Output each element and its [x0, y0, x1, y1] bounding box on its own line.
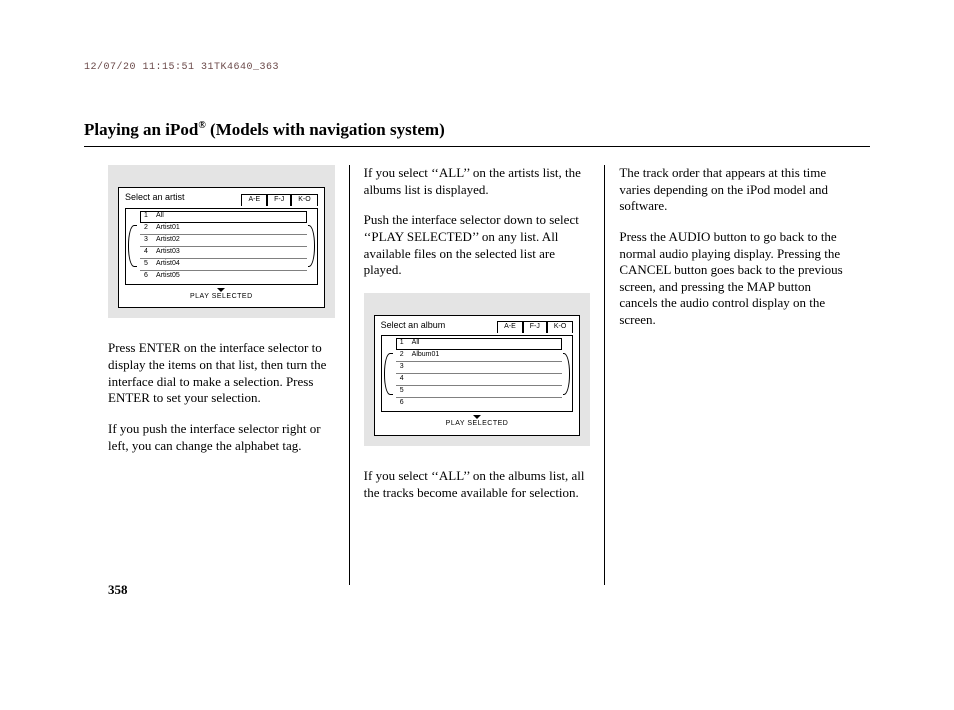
body-paragraph: Press ENTER on the interface selector to… — [108, 340, 335, 407]
artist-selector-screenshot: Select an artist A-E F-J K-O 1All 2Artis… — [108, 165, 335, 318]
row-number: 5 — [140, 260, 152, 269]
play-selected-text: PLAY SELECTED — [446, 420, 509, 427]
row-label: Artist03 — [152, 248, 180, 257]
body-paragraph: The track order that appears at this tim… — [619, 165, 846, 215]
row-label: Artist02 — [152, 236, 180, 245]
row-number: 6 — [140, 272, 152, 281]
list-item[interactable]: 1All — [396, 338, 563, 350]
artist-selector-title: Select an artist — [125, 192, 185, 206]
chevron-down-icon — [217, 288, 225, 292]
artist-listbox: 1All 2Artist01 3Artist02 4Artist03 5Arti… — [125, 208, 318, 285]
play-selected-label[interactable]: PLAY SELECTED — [125, 288, 318, 302]
row-label — [408, 399, 412, 408]
tab-f-j[interactable]: F-J — [523, 321, 547, 333]
list-item[interactable]: 5Artist04 — [140, 259, 307, 271]
artist-selector-panel: Select an artist A-E F-J K-O 1All 2Artis… — [118, 187, 325, 308]
row-label: All — [408, 339, 420, 348]
row-number: 3 — [396, 363, 408, 372]
row-label — [408, 363, 412, 372]
tab-f-j[interactable]: F-J — [267, 194, 291, 206]
list-item[interactable]: 5 — [396, 386, 563, 398]
column-2: If you select ‘‘ALL’’ on the artists lis… — [349, 165, 605, 585]
album-selector-panel: Select an album A-E F-J K-O 1All 2Album0… — [374, 315, 581, 436]
registered-mark: ® — [198, 120, 205, 131]
row-number: 4 — [396, 375, 408, 384]
tab-k-o[interactable]: K-O — [291, 194, 317, 206]
row-number: 2 — [396, 351, 408, 360]
album-listbox: 1All 2Album01 3 4 5 6 — [381, 335, 574, 412]
body-paragraph: If you select ‘‘ALL’’ on the artists lis… — [364, 165, 591, 198]
page-number: 358 — [108, 582, 128, 598]
column-3: The track order that appears at this tim… — [604, 165, 870, 585]
list-item[interactable]: 3 — [396, 362, 563, 374]
row-label: All — [152, 212, 164, 221]
column-1: Select an artist A-E F-J K-O 1All 2Artis… — [84, 165, 349, 585]
page-title: Playing an iPod® (Models with navigation… — [84, 120, 870, 147]
alphabet-tabs: A-E F-J K-O — [241, 194, 317, 206]
list-item[interactable]: 1All — [140, 211, 307, 223]
alphabet-tabs: A-E F-J K-O — [497, 321, 573, 333]
album-selector-screenshot: Select an album A-E F-J K-O 1All 2Album0… — [364, 293, 591, 446]
play-selected-text: PLAY SELECTED — [190, 293, 253, 300]
body-paragraph: Push the interface selector down to sele… — [364, 212, 591, 279]
row-label: Artist01 — [152, 224, 180, 233]
dial-indicator-right-icon — [563, 353, 570, 395]
list-item[interactable]: 6Artist05 — [140, 271, 307, 282]
header-timestamp: 12/07/20 11:15:51 31TK4640_363 — [84, 62, 279, 73]
body-paragraph: If you push the interface selector right… — [108, 421, 335, 454]
body-paragraph: If you select ‘‘ALL’’ on the albums list… — [364, 468, 591, 501]
dial-indicator-right-icon — [308, 225, 315, 267]
document-page: 12/07/20 11:15:51 31TK4640_363 Playing a… — [0, 0, 954, 710]
title-text-post: (Models with navigation system) — [206, 120, 445, 139]
row-label — [408, 387, 412, 396]
body-paragraph: Press the AUDIO button to go back to the… — [619, 229, 846, 329]
content-columns: Select an artist A-E F-J K-O 1All 2Artis… — [84, 165, 870, 585]
play-selected-label[interactable]: PLAY SELECTED — [381, 415, 574, 429]
row-number: 2 — [140, 224, 152, 233]
list-item[interactable]: 3Artist02 — [140, 235, 307, 247]
row-number: 1 — [396, 339, 408, 348]
artist-selector-header: Select an artist A-E F-J K-O — [125, 192, 318, 206]
list-item[interactable]: 6 — [396, 398, 563, 409]
album-selector-header: Select an album A-E F-J K-O — [381, 320, 574, 334]
tab-a-e[interactable]: A-E — [497, 321, 523, 333]
row-number: 1 — [140, 212, 152, 221]
row-number: 5 — [396, 387, 408, 396]
row-label: Artist05 — [152, 272, 180, 281]
title-text-pre: Playing an iPod — [84, 120, 198, 139]
list-item[interactable]: 2Artist01 — [140, 223, 307, 235]
list-item[interactable]: 4 — [396, 374, 563, 386]
dial-indicator-left-icon — [384, 353, 393, 395]
row-number: 3 — [140, 236, 152, 245]
row-label: Album01 — [408, 351, 440, 360]
tab-k-o[interactable]: K-O — [547, 321, 573, 333]
dial-indicator-left-icon — [128, 225, 137, 267]
tab-a-e[interactable]: A-E — [241, 194, 267, 206]
chevron-down-icon — [473, 415, 481, 419]
row-number: 6 — [396, 399, 408, 408]
list-item[interactable]: 4Artist03 — [140, 247, 307, 259]
list-item[interactable]: 2Album01 — [396, 350, 563, 362]
row-label: Artist04 — [152, 260, 180, 269]
album-selector-title: Select an album — [381, 320, 446, 334]
row-number: 4 — [140, 248, 152, 257]
row-label — [408, 375, 412, 384]
